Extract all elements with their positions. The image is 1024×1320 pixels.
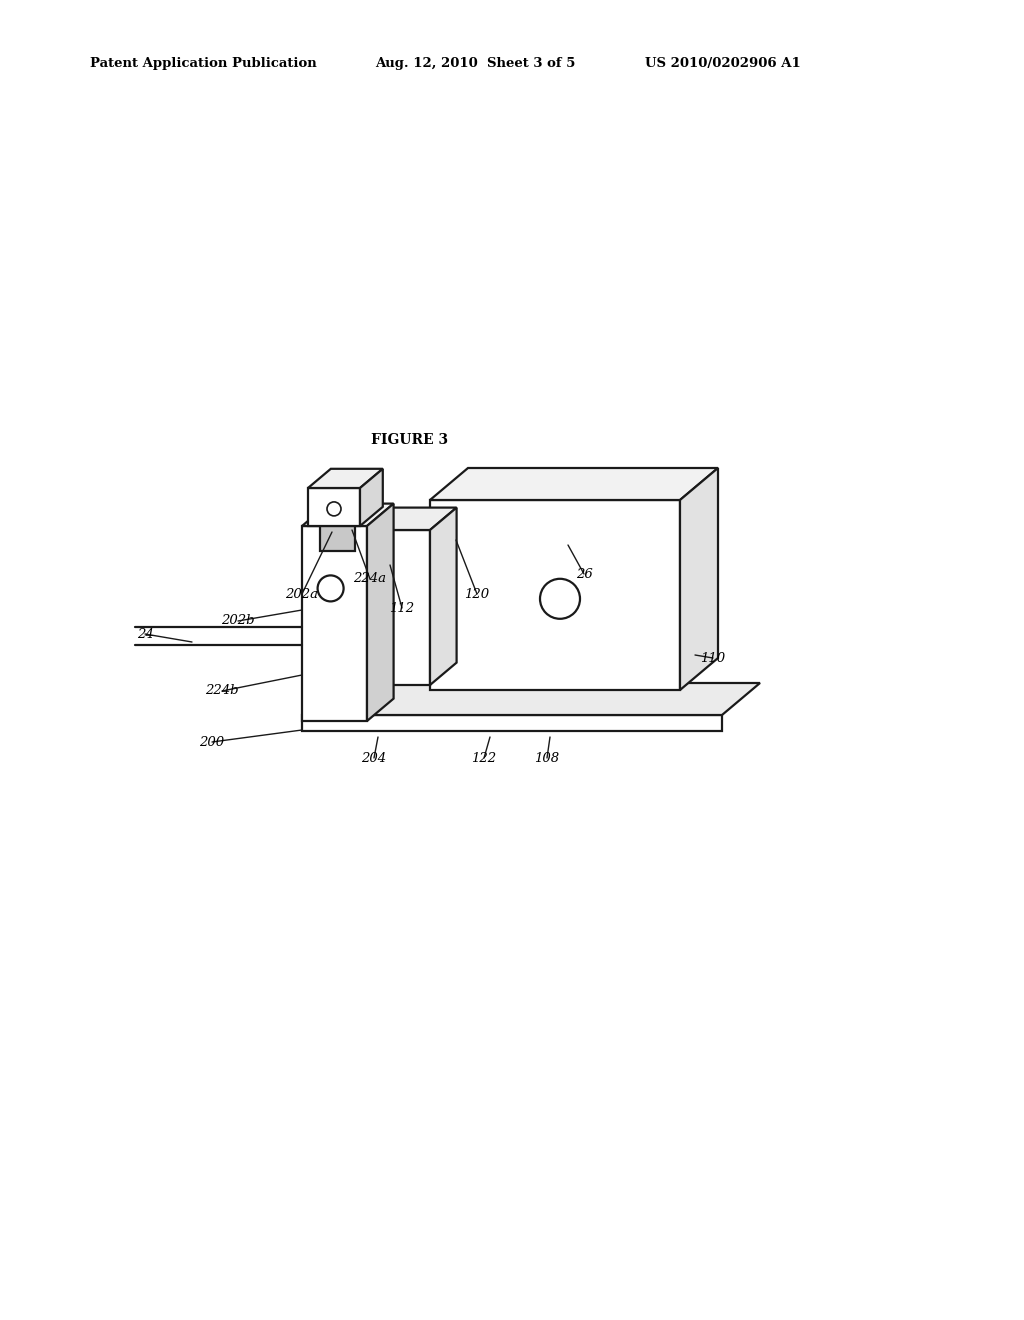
Text: 202a: 202a — [286, 587, 318, 601]
Polygon shape — [302, 525, 367, 721]
Text: 202b: 202b — [221, 615, 255, 627]
Polygon shape — [430, 469, 718, 500]
Text: 122: 122 — [471, 751, 497, 764]
Polygon shape — [302, 682, 760, 715]
Text: FIGURE 3: FIGURE 3 — [372, 433, 449, 447]
Text: US 2010/0202906 A1: US 2010/0202906 A1 — [645, 57, 801, 70]
Text: Patent Application Publication: Patent Application Publication — [90, 57, 316, 70]
Text: 112: 112 — [389, 602, 415, 615]
Polygon shape — [302, 715, 722, 731]
Polygon shape — [367, 504, 393, 721]
Text: Aug. 12, 2010  Sheet 3 of 5: Aug. 12, 2010 Sheet 3 of 5 — [375, 57, 575, 70]
Polygon shape — [367, 508, 457, 531]
Polygon shape — [319, 525, 355, 550]
Polygon shape — [308, 488, 360, 525]
Text: 110: 110 — [700, 652, 726, 664]
Text: 204: 204 — [361, 751, 387, 764]
Polygon shape — [680, 469, 718, 690]
Polygon shape — [430, 508, 457, 685]
Text: 120: 120 — [465, 587, 489, 601]
Circle shape — [540, 578, 580, 619]
Text: 224a: 224a — [353, 573, 386, 586]
Text: 26: 26 — [575, 568, 592, 581]
Circle shape — [317, 576, 344, 602]
Polygon shape — [360, 469, 383, 525]
Polygon shape — [302, 504, 393, 525]
Text: 24: 24 — [136, 627, 154, 640]
Polygon shape — [367, 531, 430, 685]
Text: 200: 200 — [200, 735, 224, 748]
Text: 108: 108 — [535, 751, 559, 764]
Polygon shape — [430, 500, 680, 690]
Circle shape — [327, 502, 341, 516]
Polygon shape — [308, 469, 383, 488]
Text: 224b: 224b — [205, 685, 239, 697]
